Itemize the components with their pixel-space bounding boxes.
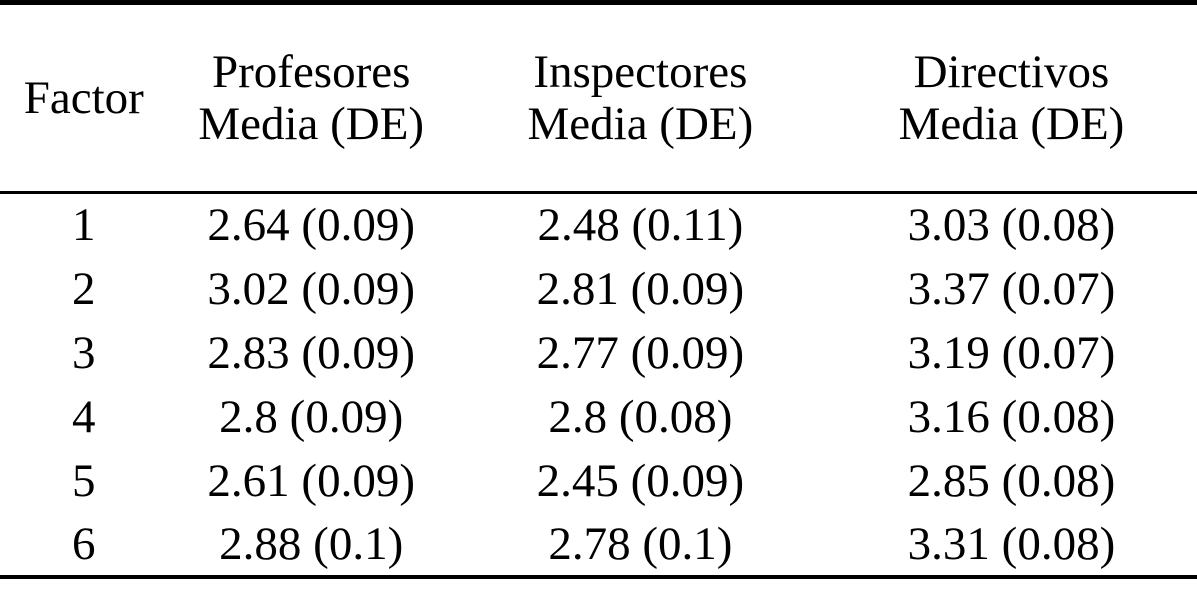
mean-sd-cell: 2.64 (0.09): [207, 199, 415, 252]
factor-header-label: Factor: [23, 72, 144, 124]
mean-sd-cell: 3.02 (0.09): [207, 262, 415, 315]
table-row: 2 3.02 (0.09) 2.81 (0.09) 3.37 (0.07): [0, 257, 1197, 321]
table-row: 3 2.83 (0.09) 2.77 (0.09) 3.19 (0.07): [0, 321, 1197, 385]
factor-cell: 3: [72, 326, 96, 379]
mean-sd-cell: 3.19 (0.07): [907, 326, 1116, 379]
directivos-measure-label: Media (DE): [898, 98, 1125, 150]
factor-cell: 6: [72, 517, 96, 570]
mean-sd-cell: 2.83 (0.09): [207, 326, 415, 379]
factor-cell: 2: [72, 262, 96, 315]
column-header-factor: Factor: [0, 3, 168, 193]
mean-sd-cell: 2.77 (0.09): [536, 326, 745, 379]
mean-sd-cell: 3.37 (0.07): [907, 262, 1116, 315]
directivos-group-label: Directivos: [913, 46, 1110, 98]
column-header-directivos: Directivos Media (DE): [826, 3, 1197, 193]
table-body: 1 2.64 (0.09) 2.48 (0.11) 3.03 (0.08) 2 3.02 …: [0, 193, 1197, 577]
table-row: 5 2.61 (0.09) 2.45 (0.09) 2.85 (0.08): [0, 449, 1197, 513]
mean-sd-cell: 2.61 (0.09): [207, 454, 415, 507]
column-header-profesores: Profesores Media (DE): [168, 3, 455, 193]
means-table: Factor Profesores Media (DE) Inspectores…: [0, 0, 1197, 579]
inspectores-group-label: Inspectores: [533, 46, 748, 98]
table-header: Factor Profesores Media (DE) Inspectores…: [0, 3, 1197, 193]
mean-sd-cell: 3.03 (0.08): [907, 199, 1116, 252]
table-row: 6 2.88 (0.1) 2.78 (0.1) 3.31 (0.08): [0, 513, 1197, 577]
table-row: 4 2.8 (0.09) 2.8 (0.08) 3.16 (0.08): [0, 385, 1197, 449]
mean-sd-cell: 2.45 (0.09): [536, 454, 745, 507]
table-row: 1 2.64 (0.09) 2.48 (0.11) 3.03 (0.08): [0, 193, 1197, 257]
column-header-inspectores: Inspectores Media (DE): [455, 3, 826, 193]
factor-cell: 5: [72, 454, 96, 507]
factor-cell: 1: [72, 199, 96, 252]
mean-sd-cell: 2.8 (0.09): [219, 390, 404, 443]
mean-sd-cell: 2.81 (0.09): [536, 262, 745, 315]
mean-sd-cell: 2.85 (0.08): [907, 454, 1116, 507]
mean-sd-cell: 2.88 (0.1): [219, 517, 404, 570]
factor-cell: 4: [72, 390, 96, 443]
profesores-group-label: Profesores: [212, 46, 411, 98]
inspectores-measure-label: Media (DE): [527, 98, 754, 150]
mean-sd-cell: 2.8 (0.08): [548, 390, 733, 443]
mean-sd-cell: 3.16 (0.08): [907, 390, 1116, 443]
mean-sd-cell: 2.48 (0.11): [537, 199, 744, 252]
mean-sd-cell: 3.31 (0.08): [907, 517, 1116, 570]
header-row: Factor Profesores Media (DE) Inspectores…: [0, 3, 1197, 193]
mean-sd-cell: 2.78 (0.1): [548, 517, 733, 570]
profesores-measure-label: Media (DE): [198, 98, 425, 150]
